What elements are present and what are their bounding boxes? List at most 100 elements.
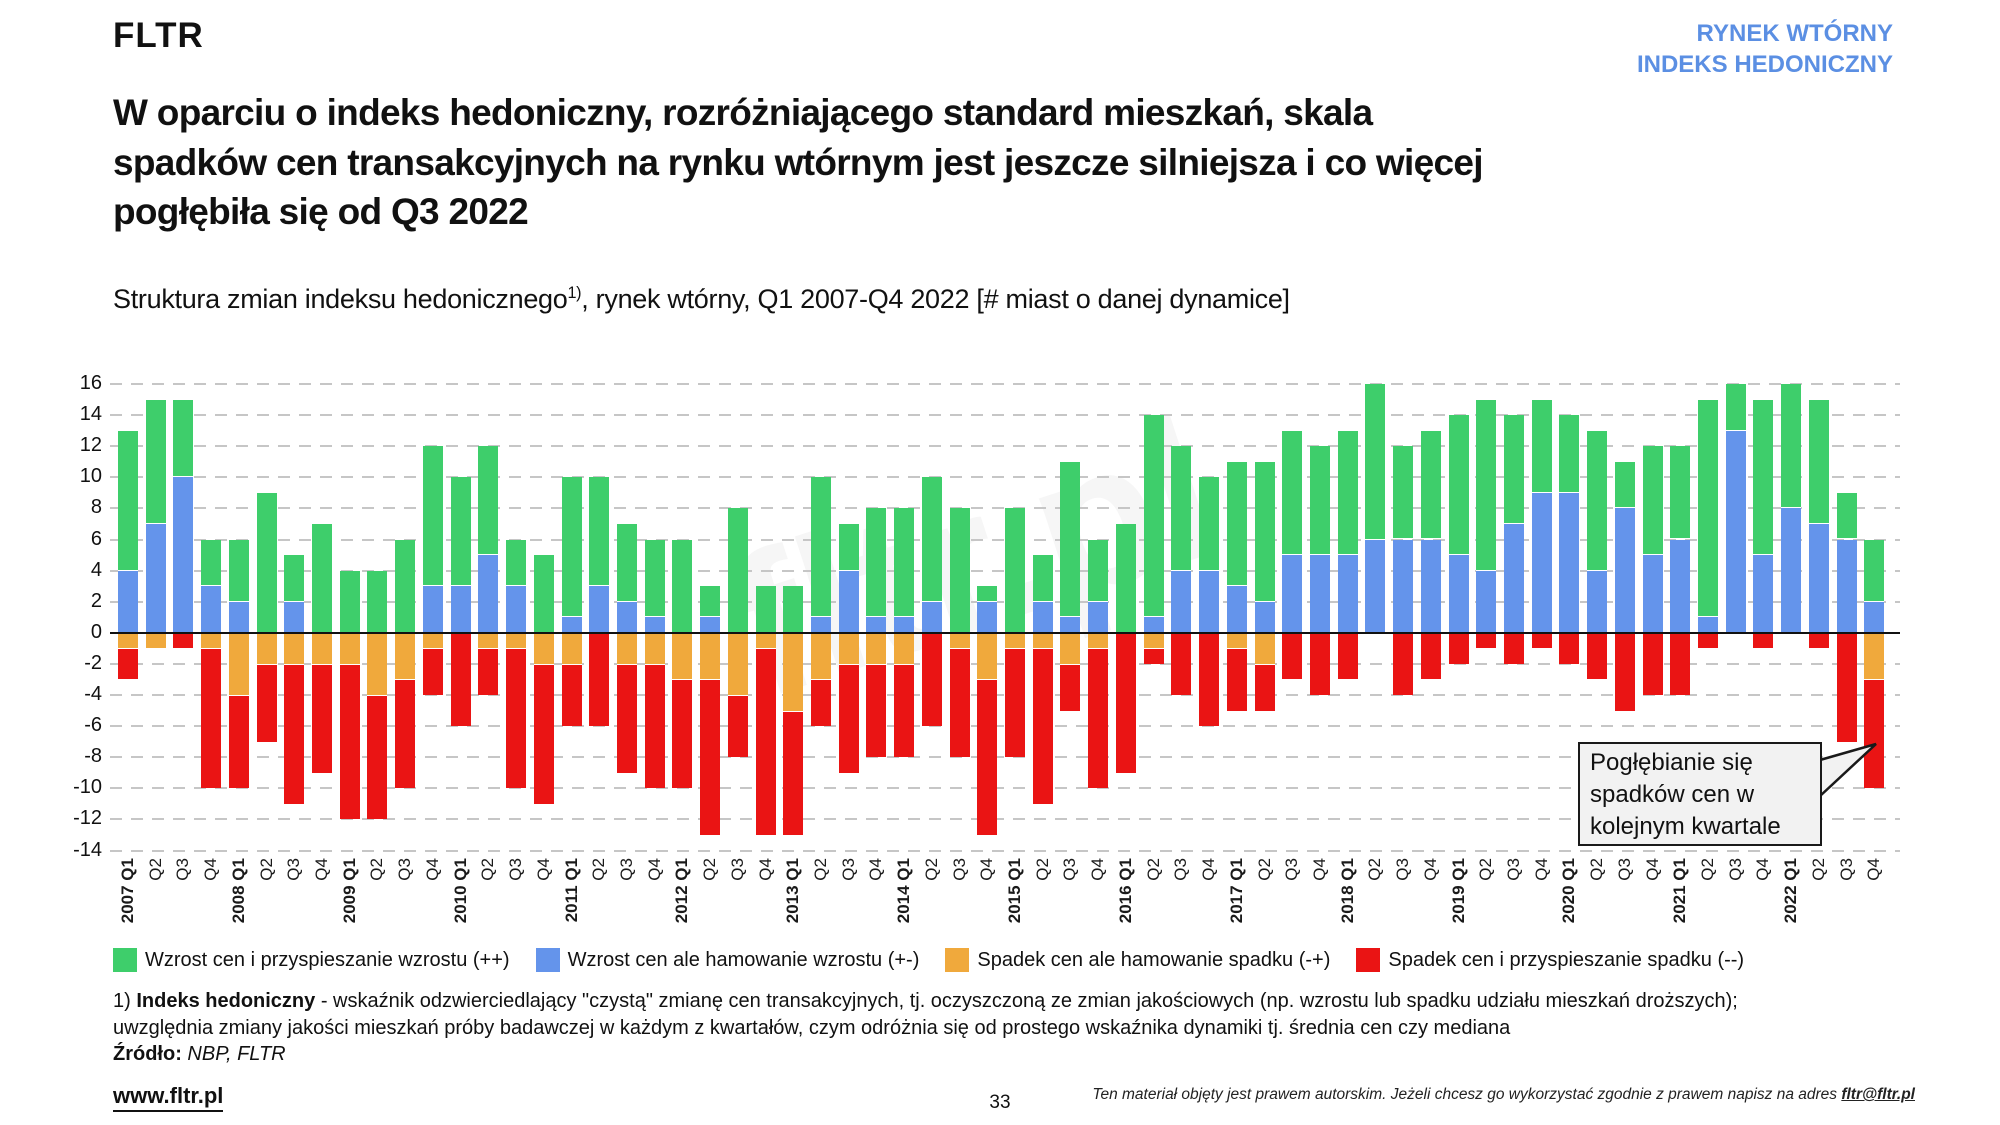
y-tick-10: 10 (79, 465, 102, 488)
bar-segment-blue (977, 601, 998, 633)
bar-segment-blue (1808, 523, 1829, 633)
x-tick-2018-Q1: 2018 Q1 (1337, 858, 1357, 924)
gridline-4 (110, 569, 1900, 572)
copyright-email[interactable]: fltr@fltr.pl (1841, 1086, 1915, 1103)
bar-segment-red (367, 695, 388, 820)
x-tick-Q3: Q3 (1393, 858, 1413, 881)
bar-segment-green (1254, 461, 1275, 602)
bar-segment-green (1365, 384, 1386, 540)
bar-segment-red (727, 695, 748, 758)
bar-segment-red (1642, 632, 1663, 695)
bar-segment-blue (506, 586, 527, 633)
x-tick-2008-Q1: 2008 Q1 (228, 858, 248, 924)
bar-segment-orange (866, 632, 887, 664)
zero-axis-line (110, 631, 1900, 634)
bar-segment-blue (811, 617, 831, 633)
bar-segment-orange (367, 632, 388, 695)
bar-segment-green (1005, 508, 1026, 633)
source-line: Źródło: NBP, FLTR (113, 1041, 1923, 1068)
bar-segment-orange (422, 632, 443, 649)
bar-segment-red (450, 632, 471, 727)
bar-segment-red (755, 648, 776, 835)
bar-segment-orange (312, 632, 333, 664)
x-tick-Q2: Q2 (478, 858, 498, 881)
gridline--10 (110, 787, 1900, 790)
bar-segment-orange (1226, 632, 1247, 649)
footnote-line-1: 1) Indeks hedoniczny - wskaźnik odzwierc… (113, 990, 1738, 1012)
bar-segment-red (1337, 632, 1358, 680)
bar-segment-green (1670, 446, 1691, 540)
bar-segment-green (727, 508, 748, 633)
x-tick-Q3: Q3 (1282, 858, 1302, 881)
x-tick-Q2: Q2 (145, 858, 165, 881)
bar-segment-blue (1254, 601, 1275, 633)
y-tick-0: 0 (90, 620, 102, 643)
legend-label-1: Wzrost cen ale hamowanie wzrostu (+-) (567, 948, 920, 971)
bar-segment-red (118, 648, 138, 680)
x-tick-Q2: Q2 (1587, 858, 1607, 881)
bar-segment-green (1559, 415, 1580, 493)
y-tick-16: 16 (79, 372, 102, 394)
bar-segment-red (838, 663, 859, 773)
footnote-term: Indeks hedoniczny (136, 990, 316, 1012)
annotation-box: Pogłębianie się spadków cen w kolejnym k… (1578, 742, 1822, 846)
bar-segment-green (1698, 399, 1719, 618)
bar-segment-red (783, 710, 804, 835)
legend-item-1: Wzrost cen ale hamowanie wzrostu (+-) (535, 948, 920, 972)
bar-segment-green (1199, 477, 1220, 571)
bar-segment-red (1531, 632, 1552, 649)
x-tick-Q4: Q4 (201, 858, 221, 881)
bar-segment-blue (1060, 617, 1081, 633)
x-tick-Q2: Q2 (1698, 858, 1718, 881)
bar-segment-blue (1781, 508, 1802, 633)
bar-segment-blue (145, 523, 166, 633)
bar-segment-red (1420, 632, 1441, 680)
bar-segment-red (256, 663, 277, 742)
bar-segment-blue (700, 617, 721, 633)
bar-segment-red (533, 663, 554, 804)
bar-segment-green (1614, 461, 1635, 509)
bar-segment-blue (1614, 508, 1635, 633)
bar-segment-red (700, 679, 721, 835)
x-tick-Q2: Q2 (1365, 858, 1385, 881)
bar-segment-green (589, 477, 610, 587)
gridline-8 (110, 507, 1900, 510)
bar-segment-orange (256, 632, 277, 664)
gridline-10 (110, 476, 1900, 479)
bar-segment-green (700, 586, 721, 618)
x-tick-Q4: Q4 (1531, 858, 1551, 881)
bar-segment-blue (1531, 492, 1552, 633)
bar-segment-orange (1032, 632, 1053, 649)
x-tick-Q3: Q3 (284, 858, 304, 881)
x-tick-Q4: Q4 (1642, 858, 1662, 881)
x-tick-2012-Q1: 2012 Q1 (672, 858, 692, 924)
x-tick-Q4: Q4 (1864, 858, 1884, 881)
legend-item-2: Spadek cen ale hamowanie spadku (-+) (945, 948, 1330, 972)
y-tick--10: -10 (73, 776, 102, 799)
bar-segment-blue (1365, 539, 1386, 633)
bar-segment-blue (1032, 601, 1053, 633)
bar-segment-green (367, 570, 388, 633)
bar-segment-orange (811, 632, 831, 680)
bar-segment-red (672, 679, 693, 789)
corner-label: RYNEK WTÓRNY INDEKS HEDONICZNY (1637, 18, 1893, 80)
x-tick-Q2: Q2 (367, 858, 387, 881)
bar-segment-green (478, 446, 499, 556)
bar-segment-red (478, 648, 499, 695)
bar-segment-green (894, 508, 915, 618)
bar-segment-blue (866, 617, 887, 633)
subtitle-text: Struktura zmian indeksu hedonicznego (113, 284, 568, 314)
bar-segment-blue (616, 601, 637, 633)
bar-segment-red (284, 663, 305, 804)
bar-segment-orange (1143, 632, 1164, 649)
bar-segment-red (1032, 648, 1053, 804)
gridline-6 (110, 538, 1900, 541)
website-link[interactable]: www.fltr.pl (113, 1083, 224, 1112)
x-tick-Q3: Q3 (727, 858, 747, 881)
y-tick--12: -12 (73, 807, 102, 830)
chart-legend: Wzrost cen i przyspieszanie wzrostu (++)… (113, 948, 1744, 972)
bar-segment-green (1504, 415, 1524, 524)
bar-segment-red (977, 679, 998, 835)
bar-segment-orange (145, 632, 166, 649)
bar-segment-green (866, 508, 887, 618)
